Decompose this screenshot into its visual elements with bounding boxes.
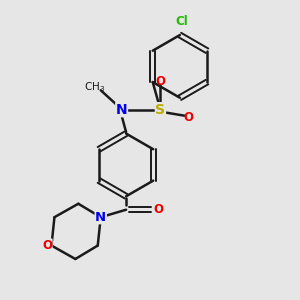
Text: O: O [42, 239, 52, 252]
Text: S: S [155, 103, 166, 117]
Text: Cl: Cl [175, 16, 188, 28]
Text: CH$_3$: CH$_3$ [84, 80, 105, 94]
Text: O: O [153, 203, 163, 216]
Text: O: O [184, 111, 194, 124]
Text: N: N [95, 211, 106, 224]
Text: N: N [116, 103, 127, 117]
Text: O: O [155, 75, 166, 88]
